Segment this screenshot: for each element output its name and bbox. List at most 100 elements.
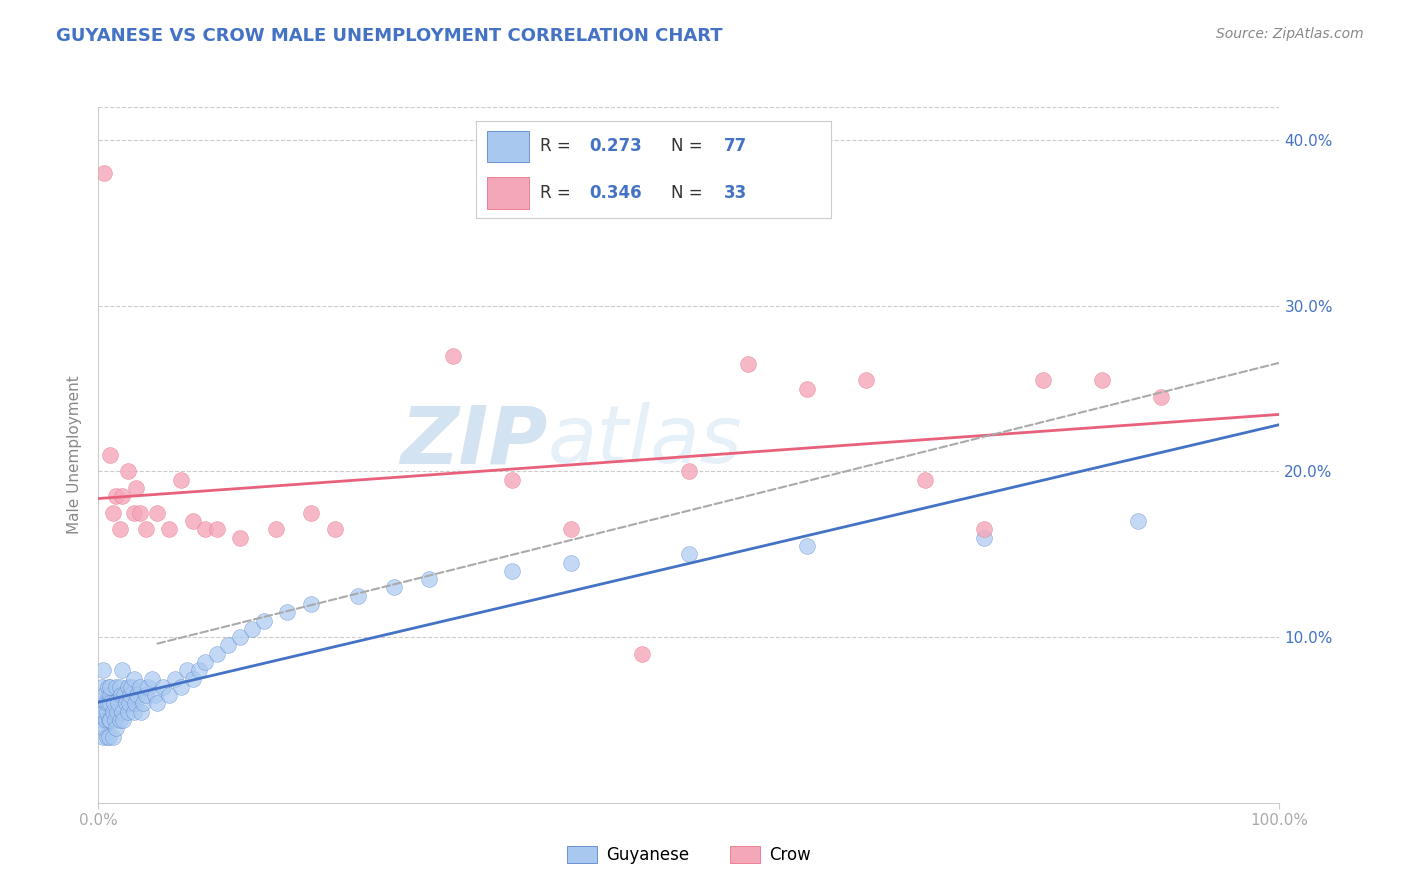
Point — [187, 663, 209, 677]
Point — [122, 705, 145, 719]
Point — [205, 647, 228, 661]
Point — [170, 680, 193, 694]
Point — [181, 514, 204, 528]
Point — [347, 589, 370, 603]
Point — [105, 705, 128, 719]
Point — [93, 166, 115, 180]
Point — [94, 713, 117, 727]
Point — [157, 523, 180, 537]
Point — [1150, 390, 1173, 404]
Point — [91, 713, 114, 727]
Point — [107, 697, 129, 711]
Point — [181, 672, 204, 686]
Point — [143, 688, 166, 702]
Point — [93, 705, 115, 719]
Point — [1126, 514, 1149, 528]
Point — [91, 680, 114, 694]
Point — [112, 688, 135, 702]
Point — [111, 705, 134, 719]
Point — [194, 523, 217, 537]
Point — [323, 523, 346, 537]
Point — [146, 697, 169, 711]
Point — [194, 655, 217, 669]
Point — [176, 663, 198, 677]
Point — [112, 713, 135, 727]
Point — [135, 688, 157, 702]
Point — [122, 506, 145, 520]
Point — [135, 523, 157, 537]
Point — [418, 572, 440, 586]
Point — [98, 448, 121, 462]
Point — [108, 680, 131, 694]
Point — [441, 349, 464, 363]
Point — [141, 672, 163, 686]
Point — [501, 473, 523, 487]
Point — [796, 539, 818, 553]
Point — [117, 680, 139, 694]
Point — [97, 680, 120, 694]
Point — [97, 697, 120, 711]
Point — [1091, 373, 1114, 387]
Point — [110, 688, 132, 702]
Point — [98, 713, 121, 727]
Point — [111, 489, 134, 503]
Point — [91, 697, 114, 711]
Point — [93, 688, 115, 702]
Point — [678, 465, 700, 479]
Point — [98, 680, 121, 694]
Point — [560, 523, 582, 537]
Point — [91, 730, 114, 744]
Point — [382, 581, 405, 595]
Point — [125, 481, 148, 495]
Point — [98, 730, 121, 744]
Point — [136, 680, 159, 694]
Point — [105, 489, 128, 503]
Point — [98, 697, 121, 711]
Point — [264, 523, 287, 537]
Point — [98, 688, 121, 702]
Point — [240, 622, 263, 636]
Point — [973, 523, 995, 537]
Point — [104, 713, 127, 727]
Point — [114, 697, 136, 711]
Point — [108, 713, 131, 727]
Point — [678, 547, 700, 561]
Point — [737, 357, 759, 371]
Text: Source: ZipAtlas.com: Source: ZipAtlas.com — [1216, 27, 1364, 41]
Point — [124, 697, 146, 711]
Point — [276, 605, 298, 619]
Point — [128, 680, 150, 694]
Point — [101, 730, 124, 744]
Point — [229, 630, 252, 644]
Point — [299, 597, 322, 611]
Point — [105, 680, 128, 694]
Legend: Guyanese, Crow: Guyanese, Crow — [561, 839, 817, 871]
Point — [128, 506, 150, 520]
Point — [111, 663, 134, 677]
Point — [93, 721, 115, 735]
Point — [101, 506, 124, 520]
Point — [129, 705, 152, 719]
Point — [914, 473, 936, 487]
Point — [132, 697, 155, 711]
Point — [560, 556, 582, 570]
Point — [855, 373, 877, 387]
Point — [165, 672, 187, 686]
Point — [96, 705, 118, 719]
Point — [501, 564, 523, 578]
Point — [122, 672, 145, 686]
Point — [103, 697, 125, 711]
Text: atlas: atlas — [547, 402, 742, 480]
Point — [108, 523, 131, 537]
Point — [299, 506, 322, 520]
Y-axis label: Male Unemployment: Male Unemployment — [67, 376, 83, 534]
Point — [229, 531, 252, 545]
Point — [91, 663, 114, 677]
Text: ZIP: ZIP — [399, 402, 547, 480]
Point — [117, 465, 139, 479]
Point — [98, 713, 121, 727]
Point — [217, 639, 239, 653]
Point — [146, 506, 169, 520]
Point — [630, 647, 652, 661]
Point — [120, 688, 142, 702]
